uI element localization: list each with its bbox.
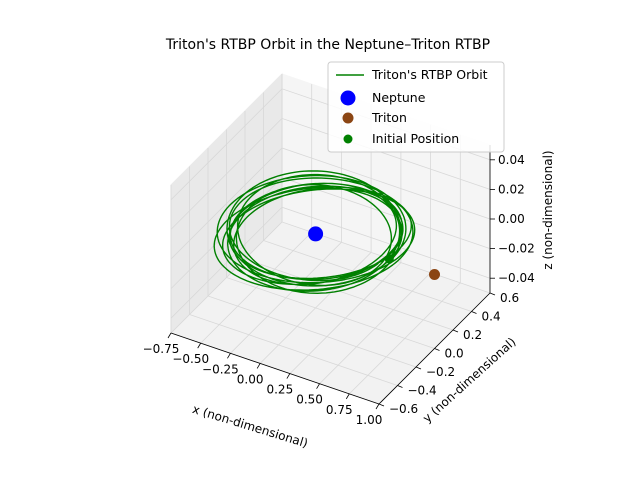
y-tick-label: −0.2 (426, 365, 455, 379)
x-tick-mark (345, 393, 350, 400)
y-grid-line (281, 74, 491, 294)
x-tick-label: 0.75 (326, 403, 353, 417)
legend-label-orbit: Triton's RTBP Orbit (371, 67, 488, 82)
x-tick-label: 0.25 (266, 383, 293, 397)
y-tick-mark (378, 403, 385, 407)
y-tick-mark (452, 329, 459, 333)
x-tick-label: 0.00 (237, 372, 264, 386)
y-grid-line (207, 148, 417, 368)
legend-frame (327, 61, 505, 153)
x-tick-mark (286, 373, 291, 379)
neptune-point (308, 226, 324, 242)
x-tick-mark (256, 363, 261, 369)
z-tick-label: 0.00 (498, 212, 525, 226)
y-tick-mark (415, 366, 422, 370)
y-tick-mark (434, 348, 440, 351)
legend-label-triton: Triton (371, 110, 407, 125)
legend-marker-initial-position (343, 134, 353, 144)
x-tick-label: −0.25 (202, 362, 239, 376)
y-grid-line (244, 111, 454, 331)
x-tick-mark (197, 342, 202, 349)
legend-marker-triton (342, 112, 354, 124)
z-grid-line (170, 206, 491, 319)
orbit-line (213, 170, 416, 294)
axes-ticks: −0.75−0.50−0.250.000.250.500.751.00−0.6−… (143, 153, 535, 427)
z-tick-label: −0.02 (498, 242, 535, 256)
triton-point (429, 269, 440, 280)
y-tick-label: 0.0 (445, 347, 464, 361)
y-tick-mark (471, 311, 477, 314)
z-tick-label: −0.04 (498, 271, 535, 285)
x-tick-mark (316, 383, 320, 389)
z-grid-line (170, 177, 491, 289)
y-tick-mark (397, 385, 403, 388)
x-tick-mark (167, 332, 172, 339)
initial-position-point (384, 254, 394, 264)
z-tick-label: 0.02 (498, 182, 525, 196)
legend-label-initial-position: Initial Position (372, 131, 459, 146)
y-grid-line (189, 166, 398, 386)
y-tick-label: 0.2 (463, 328, 482, 342)
z-axis-label: z (non-dimensional) (541, 150, 555, 269)
y-tick-label: 0.6 (500, 291, 519, 305)
y-tick-mark (489, 292, 496, 296)
z-tick-label: 0.04 (498, 153, 525, 167)
x-tick-label: 0.50 (296, 393, 323, 407)
x-tick-mark (227, 353, 231, 359)
y-tick-label: −0.4 (408, 384, 437, 398)
y-grid-line (263, 92, 472, 312)
y-grid-line (226, 129, 435, 349)
chart-title: Triton's RTBP Orbit in the Neptune–Trito… (165, 37, 490, 53)
z-grid-line (170, 117, 491, 230)
plot-area (213, 170, 440, 294)
x-tick-label: 1.00 (356, 413, 383, 427)
x-axis-line (170, 332, 380, 405)
y-tick-label: 0.4 (482, 310, 501, 324)
x-tick-label: −0.75 (143, 342, 180, 356)
legend-marker-neptune (340, 90, 356, 106)
x-tick-label: −0.50 (172, 352, 209, 366)
y-tick-label: −0.6 (389, 402, 418, 416)
z-grid-line (170, 147, 491, 260)
x-tick-mark (375, 403, 380, 410)
legend: Triton's RTBP Orbit Neptune Triton Initi… (327, 61, 505, 153)
legend-label-neptune: Neptune (372, 90, 426, 105)
